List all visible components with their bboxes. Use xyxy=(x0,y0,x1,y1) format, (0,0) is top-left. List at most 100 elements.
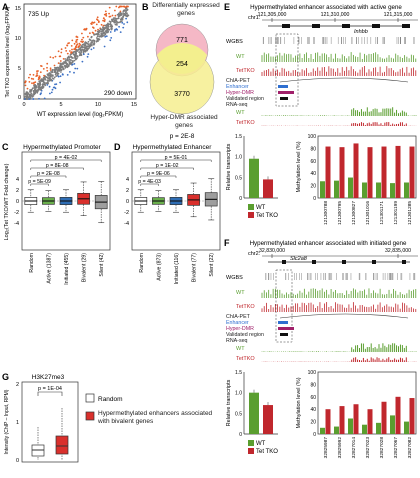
legend-random: Random xyxy=(98,396,123,403)
scatter-point xyxy=(48,72,51,74)
scatter-point xyxy=(42,81,45,84)
plot-frame-g xyxy=(21,381,79,463)
scatter-point xyxy=(26,93,28,95)
enhancer-region xyxy=(278,321,288,324)
chromosome-label: chr2: xyxy=(248,251,261,257)
scatter-point xyxy=(64,58,67,60)
pvalue-label: p = 1E-02 xyxy=(156,163,179,169)
signif-bracket xyxy=(140,183,159,186)
scatter-point xyxy=(38,77,41,80)
scatter-point xyxy=(25,96,28,99)
bar-tko xyxy=(339,406,345,434)
scatter-point xyxy=(53,64,56,67)
scatter-point xyxy=(71,60,74,62)
scatter-point xyxy=(74,50,77,53)
plot-frame-a xyxy=(23,3,137,100)
cpg-position-label: 121301171 xyxy=(379,201,385,225)
signif-bracket xyxy=(30,167,84,170)
cpg-position-label: 121300795 xyxy=(337,201,343,225)
scatter-point xyxy=(26,87,29,90)
scatter-point xyxy=(116,13,119,16)
scatter-point xyxy=(89,39,91,41)
panel-g: G H3K27me3 Intensity (ChIP – Input, RPM)… xyxy=(0,370,222,473)
venn-bottom-title-box: Hyper-DMR associated genes xyxy=(150,114,217,129)
scatter-point xyxy=(107,31,109,34)
y-tick: -2 xyxy=(14,210,19,216)
highlight-region xyxy=(275,33,299,107)
scatter-point xyxy=(66,66,68,68)
scatter-point xyxy=(125,7,127,10)
signif-bracket xyxy=(37,391,63,396)
y-tick: 1.5 xyxy=(235,134,242,140)
scatter-point xyxy=(85,49,88,52)
scatter-point xyxy=(32,78,35,80)
scatter-point xyxy=(66,52,69,55)
scatter-point xyxy=(28,76,30,79)
scatter-point xyxy=(64,59,67,62)
scatter-point xyxy=(85,41,88,44)
gene-name: Slc2a8 xyxy=(290,256,308,262)
scatter-point xyxy=(123,9,126,12)
bar-tko xyxy=(263,179,273,198)
scatter-point xyxy=(119,20,122,23)
scatter-point xyxy=(81,41,84,43)
track-label: ChIA-PET xyxy=(226,78,251,84)
down-count: 290 down xyxy=(104,90,133,97)
scatter-point xyxy=(114,14,117,17)
y-tick: 1.0 xyxy=(235,155,242,161)
y-tick: 10 xyxy=(15,36,21,42)
scatter-point xyxy=(75,39,78,41)
track-label: RNA-seq xyxy=(226,338,248,344)
scatter-point xyxy=(34,86,37,88)
x-axis-label: WT expression level (log₂FPKM) xyxy=(37,112,124,118)
scatter-point xyxy=(108,12,110,15)
x-tick: 10 xyxy=(95,102,101,108)
scatter-point xyxy=(104,19,106,21)
panel-label-b: B xyxy=(142,2,149,12)
scatter-point xyxy=(67,65,70,67)
scatter-point xyxy=(54,83,56,86)
scatter-point xyxy=(96,19,99,21)
scatter-point xyxy=(102,28,104,31)
track-label: Enhancer xyxy=(226,320,249,326)
rnaseq-label-tko: TetTKO xyxy=(236,120,255,126)
scatter-point xyxy=(34,92,37,95)
scatter-point xyxy=(103,17,105,20)
bar-wt xyxy=(334,426,339,434)
bar-charts-e: 1.5 1.0 0.5 0 Relative transcripts WT Tet TKO 1… xyxy=(226,134,417,225)
scatter-point xyxy=(125,17,127,20)
scatter-point xyxy=(44,84,47,87)
signif-bracket xyxy=(30,183,49,186)
track-label-wt: WT xyxy=(236,290,245,296)
rnaseq-label-tko: TetTKO xyxy=(236,356,255,362)
scatter-point xyxy=(84,50,87,53)
scatter-point xyxy=(76,50,78,52)
y-tick: 20 xyxy=(310,420,316,426)
bar-wt xyxy=(376,182,381,198)
scatter-point xyxy=(90,41,93,44)
scatter-point xyxy=(81,38,83,41)
scatter-point xyxy=(95,40,98,43)
y-tick: 60 xyxy=(310,159,316,165)
venn-top-count: 771 xyxy=(176,37,188,44)
scatter-point xyxy=(40,86,42,89)
category-label: Random xyxy=(29,253,35,273)
pvalue-label: p = 8E-08 xyxy=(46,163,69,169)
scatter-point xyxy=(75,48,78,51)
scatter-point xyxy=(118,25,120,28)
venn-pvalue: p = 2E-8 xyxy=(170,133,195,140)
scatter-point xyxy=(78,42,81,45)
scatter-point xyxy=(126,12,128,15)
category-label: Active (1387) xyxy=(46,253,52,284)
scatter-point xyxy=(89,43,92,45)
scatter-point xyxy=(52,86,55,89)
scatter-point xyxy=(59,64,62,66)
bar-wt xyxy=(390,183,395,198)
cpg-position-label: 32827067 xyxy=(393,437,399,459)
scatter-point xyxy=(114,9,116,12)
cpg-position-label: 32827023 xyxy=(365,437,371,459)
pvalue-label: p = 4E-03 xyxy=(138,179,161,185)
track-label: Enhancer xyxy=(226,84,249,90)
scatter-point xyxy=(103,31,106,34)
bar-tko xyxy=(353,143,359,198)
